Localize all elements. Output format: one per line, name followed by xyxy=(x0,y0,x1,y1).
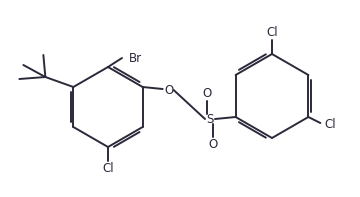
Text: Cl: Cl xyxy=(325,119,336,132)
Text: O: O xyxy=(164,84,173,97)
Text: Cl: Cl xyxy=(266,25,278,38)
Text: O: O xyxy=(202,86,212,99)
Text: S: S xyxy=(206,112,214,125)
Text: Cl: Cl xyxy=(102,163,114,176)
Text: O: O xyxy=(208,138,218,151)
Text: Br: Br xyxy=(129,51,141,64)
